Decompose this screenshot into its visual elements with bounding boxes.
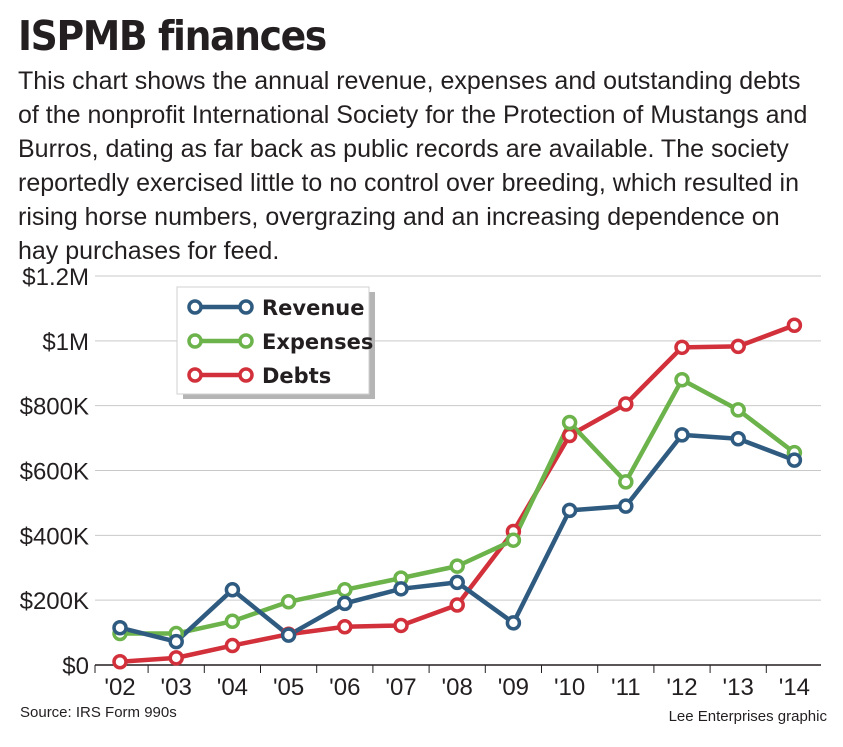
revenue-point-09 <box>505 615 522 631</box>
y-tick-label: $200K <box>20 588 89 615</box>
x-tick-label: '14 <box>779 674 810 701</box>
chart-subtitle: This chart shows the annual revenue, exp… <box>18 67 808 265</box>
revenue-point-14 <box>786 452 803 468</box>
x-tick-label: '05 <box>273 674 304 701</box>
expenses-line <box>117 377 797 636</box>
x-tick-label: '10 <box>554 674 585 701</box>
revenue-point-12 <box>674 427 690 443</box>
chart-title: ISPMB finances <box>18 12 327 60</box>
y-tick-label: $1M <box>42 329 89 356</box>
expenses-point-05 <box>280 594 297 610</box>
x-tick-label: '12 <box>666 674 697 701</box>
debts-point-08 <box>449 597 465 613</box>
series-points <box>112 317 803 670</box>
debts-point-11 <box>618 396 634 412</box>
expenses-point-12 <box>674 371 690 388</box>
debts-point-13 <box>730 338 746 355</box>
debts-point-02 <box>112 654 128 670</box>
legend-expenses-swatch-point <box>238 333 254 349</box>
x-tick-label: '06 <box>329 674 360 701</box>
expenses-point-11 <box>618 474 634 490</box>
y-axis-tick-labels: $0 $200K $400K $600K $800K $1M $1.2M <box>20 264 89 680</box>
x-tick-label: '09 <box>498 674 529 701</box>
debts-point-10 <box>561 427 578 444</box>
debts-point-14 <box>786 317 803 334</box>
x-tick-label: '03 <box>161 674 192 701</box>
legend-revenue-swatch-point <box>187 299 203 315</box>
legend-debts-label: Debts <box>262 364 331 388</box>
revenue-point-03 <box>168 633 184 650</box>
legend-expenses-label: Expenses <box>262 330 373 354</box>
x-tick-label: '02 <box>104 674 135 701</box>
debts-point-04 <box>224 637 241 654</box>
credit-note: Lee Enterprises graphic <box>668 708 827 725</box>
expenses-point-04 <box>224 613 241 629</box>
revenue-point-08 <box>449 574 465 591</box>
revenue-point-05 <box>280 627 297 643</box>
revenue-point-11 <box>618 498 634 514</box>
debts-point-03 <box>168 650 184 666</box>
x-tick-label: '07 <box>385 674 416 701</box>
debts-point-07 <box>393 617 409 634</box>
y-tick-label: $600K <box>20 459 89 486</box>
legend-revenue-label: Revenue <box>262 296 365 320</box>
expenses-point-10 <box>561 414 578 431</box>
debts-point-06 <box>337 618 353 635</box>
legend-debts-swatch-point <box>238 367 254 383</box>
revenue-point-02 <box>112 619 128 636</box>
revenue-point-10 <box>561 502 578 519</box>
legend-expenses-swatch-point <box>187 333 203 349</box>
x-axis: '02 '03 '04 '05 '06 '07 '08 '09 '10 '11 '12 '13 '14 <box>94 664 821 701</box>
legend-debts-swatch-point <box>187 367 203 383</box>
x-tick-label: '08 <box>442 674 473 701</box>
y-tick-label: $0 <box>62 653 89 680</box>
expenses-point-09 <box>505 532 522 548</box>
y-tick-label: $800K <box>20 394 89 421</box>
y-tick-label: $400K <box>20 523 89 550</box>
legend: Revenue Expenses Debts <box>176 286 375 399</box>
expenses-point-06 <box>337 582 353 598</box>
x-tick-label: '11 <box>611 674 641 701</box>
debts-point-12 <box>674 339 690 356</box>
y-tick-label: $1.2M <box>22 264 89 291</box>
x-tick-label: '13 <box>723 674 754 701</box>
expenses-point-13 <box>730 402 746 418</box>
source-note: Source: IRS Form 990s <box>20 704 177 721</box>
revenue-point-13 <box>730 430 746 447</box>
revenue-point-04 <box>224 582 241 598</box>
revenue-point-06 <box>337 595 353 612</box>
expenses-point-08 <box>449 558 465 574</box>
revenue-point-07 <box>393 581 409 597</box>
legend-revenue-swatch-point <box>238 299 254 315</box>
x-tick-label: '04 <box>217 674 248 701</box>
